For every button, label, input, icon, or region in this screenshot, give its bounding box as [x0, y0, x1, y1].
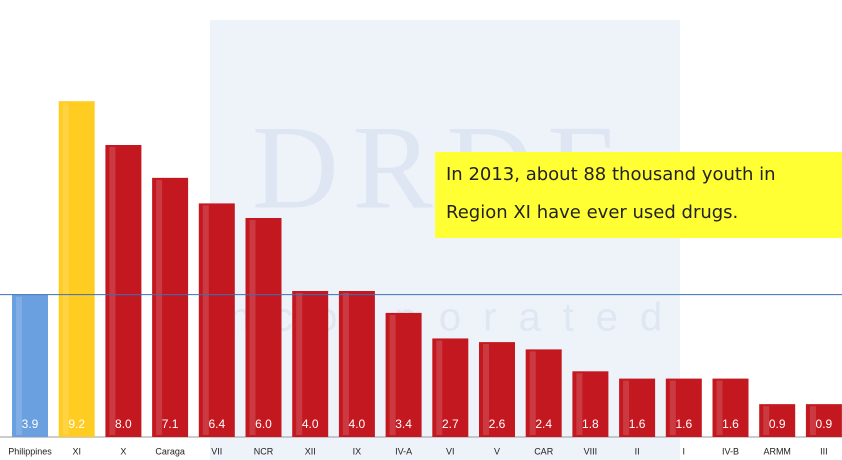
- bar-shine: [669, 380, 676, 435]
- bar-shine: [156, 179, 163, 435]
- bar: [479, 342, 515, 437]
- bar: [245, 218, 282, 437]
- bar: [432, 338, 469, 437]
- bar-shine: [436, 340, 443, 435]
- bar-shine: [576, 373, 583, 435]
- bar-shine: [296, 293, 303, 435]
- bar-shine: [389, 314, 396, 435]
- bar-shine: [483, 344, 489, 435]
- x-tick-label: IX: [353, 446, 362, 456]
- value-label: 4.0: [302, 417, 319, 431]
- x-tick-label: Philippines: [8, 446, 52, 456]
- bar-shine: [62, 103, 69, 435]
- bar-shine: [202, 205, 209, 435]
- bar-shine: [529, 351, 536, 435]
- bar-shine: [716, 380, 723, 435]
- bar-shine: [763, 406, 770, 435]
- annotation: Region XI have ever used drugs.: [446, 202, 738, 223]
- value-label: 1.6: [722, 417, 739, 431]
- value-label: 6.4: [208, 417, 225, 431]
- x-tick-label: III: [820, 446, 828, 456]
- bar-shine: [809, 406, 816, 435]
- x-tick-label: IV-B: [722, 446, 739, 456]
- bar-shine: [16, 296, 22, 435]
- value-label: 8.0: [115, 417, 132, 431]
- bar-shine: [109, 147, 116, 435]
- x-tick-label: XII: [305, 446, 316, 456]
- value-label: 1.8: [582, 417, 599, 431]
- bar: [105, 145, 142, 437]
- x-tick-label: II: [635, 446, 640, 456]
- x-tick-label: VI: [446, 446, 455, 456]
- bar: [152, 177, 189, 437]
- value-label: 2.4: [535, 417, 552, 431]
- bar: [198, 203, 235, 437]
- value-label: 2.6: [489, 417, 506, 431]
- value-label: 9.2: [68, 417, 85, 431]
- x-tick-label: X: [120, 446, 126, 456]
- bar: [712, 378, 749, 437]
- value-label: 6.0: [255, 417, 272, 431]
- bar: [619, 378, 656, 437]
- x-tick-label: CAR: [534, 446, 554, 456]
- value-label: 1.6: [675, 417, 692, 431]
- x-tick-label: XI: [72, 446, 81, 456]
- bar-shine: [623, 380, 630, 435]
- bar-shine: [249, 220, 256, 435]
- value-label: 2.7: [442, 417, 459, 431]
- value-label: 3.4: [395, 417, 412, 431]
- x-tick-label: ARMM: [763, 446, 791, 456]
- value-label: 3.9: [22, 417, 39, 431]
- bar: [525, 349, 562, 437]
- bar: [338, 291, 375, 437]
- bar: [385, 312, 422, 437]
- x-tick-label: I: [683, 446, 686, 456]
- bar: [805, 404, 842, 437]
- bar: [572, 371, 609, 437]
- annotation: In 2013, about 88 thousand youth in: [446, 164, 776, 185]
- bar: [58, 101, 95, 437]
- bar-shine: [342, 293, 349, 435]
- x-tick-label: Caraga: [155, 446, 185, 456]
- x-tick-label: VII: [211, 446, 222, 456]
- value-label: 0.9: [769, 417, 786, 431]
- bar: [292, 291, 329, 437]
- value-label: 0.9: [816, 417, 833, 431]
- x-tick-label: NCR: [254, 446, 274, 456]
- value-label: 1.6: [629, 417, 646, 431]
- x-tick-label: V: [494, 446, 500, 456]
- bar: [665, 378, 702, 437]
- x-tick-label: IV-A: [395, 446, 412, 456]
- value-label: 4.0: [349, 417, 366, 431]
- annotation-box: [435, 152, 842, 238]
- value-label: 7.1: [162, 417, 179, 431]
- bar: [759, 404, 796, 437]
- x-tick-label: VIII: [584, 446, 598, 456]
- bar: [12, 294, 48, 437]
